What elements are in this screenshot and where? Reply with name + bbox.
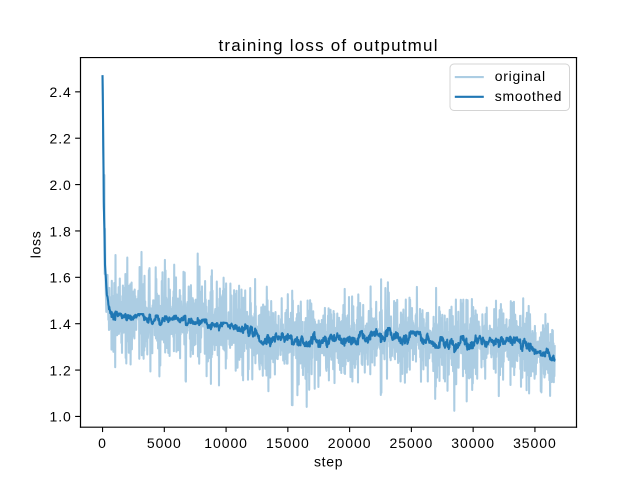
svg-text:2.0: 2.0 (49, 177, 71, 193)
svg-text:2.2: 2.2 (49, 131, 71, 147)
svg-text:original: original (495, 68, 546, 84)
svg-text:5000: 5000 (147, 435, 182, 451)
svg-text:15000: 15000 (266, 435, 310, 451)
svg-text:loss: loss (28, 231, 44, 259)
svg-text:1.4: 1.4 (49, 316, 71, 332)
svg-text:1.6: 1.6 (49, 270, 71, 286)
svg-text:step: step (314, 454, 343, 470)
svg-text:25000: 25000 (390, 435, 434, 451)
svg-text:smoothed: smoothed (495, 88, 562, 104)
svg-text:30000: 30000 (451, 435, 495, 451)
svg-text:1.2: 1.2 (49, 362, 71, 378)
svg-text:1.0: 1.0 (49, 409, 71, 425)
svg-text:training loss of outputmul: training loss of outputmul (218, 36, 438, 55)
svg-text:1.8: 1.8 (49, 223, 71, 239)
svg-text:2.4: 2.4 (49, 84, 71, 100)
svg-text:10000: 10000 (204, 435, 248, 451)
svg-text:0: 0 (98, 435, 107, 451)
svg-text:35000: 35000 (513, 435, 557, 451)
svg-text:20000: 20000 (328, 435, 372, 451)
